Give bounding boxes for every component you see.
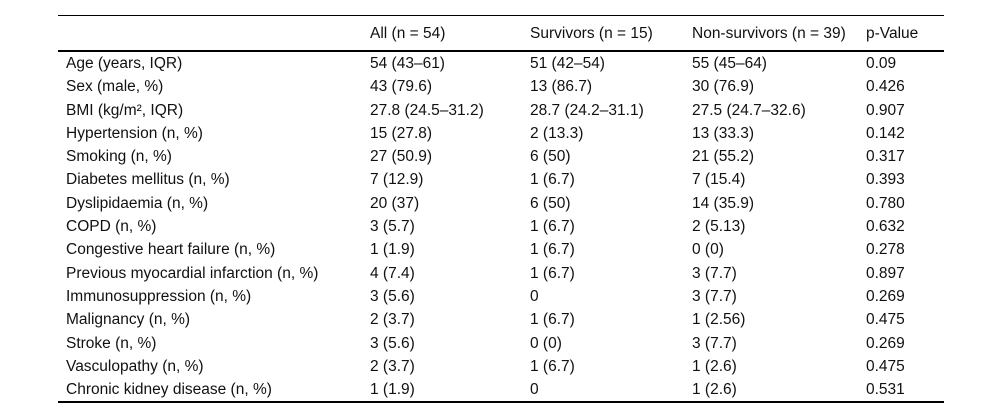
cell-value: 14 (35.9) (692, 194, 755, 212)
row-label: Hypertension (n, %) (66, 124, 203, 142)
cell-value: 0.531 (866, 381, 905, 399)
cell-value: 1 (2.6) (692, 381, 737, 399)
row-label: Stroke (n, %) (66, 334, 157, 352)
column-header-non-survivors: Non-survivors (n = 39) (692, 15, 866, 52)
cell-value: 1 (2.6) (692, 357, 737, 375)
column-header-all: All (n = 54) (370, 15, 530, 52)
cell-value: 0.475 (866, 357, 905, 375)
cell-value: 30 (76.9) (692, 78, 755, 96)
cell-value: 0.393 (866, 171, 905, 189)
column-header-characteristic (58, 15, 370, 52)
cell-value: 0.907 (866, 101, 905, 119)
row-label: Congestive heart failure (n, %) (66, 241, 276, 259)
cell-value: 1 (6.7) (530, 357, 575, 375)
cell-value: 13 (33.3) (692, 124, 755, 142)
cell-value: 6 (50) (530, 194, 571, 212)
row-label: COPD (n, %) (66, 218, 157, 236)
cell-value: 3 (7.7) (692, 334, 737, 352)
cell-value: 20 (37) (370, 194, 420, 212)
column-header-p-value: p-Value (866, 15, 944, 52)
table-row: Diabetes mellitus (n, %) 7 (12.9) 1 (6.7) 7… (58, 168, 944, 191)
cell-value: 1 (6.7) (530, 241, 575, 259)
cell-value: 1 (1.9) (370, 381, 415, 399)
cell-value: 0.317 (866, 148, 905, 166)
row-label: Age (years, IQR) (66, 55, 183, 72)
cell-value: 0.897 (866, 264, 905, 282)
cell-value: 3 (7.7) (692, 287, 737, 305)
row-label: Smoking (n, %) (66, 148, 172, 166)
cell-value: 1 (6.7) (530, 264, 575, 282)
table-row: Immunosuppression (n, %) 3 (5.6) 0 3 (7.7) 0… (58, 285, 944, 308)
cell-value: 1 (6.7) (530, 311, 575, 329)
cell-value: 3 (5.6) (370, 287, 415, 305)
cell-value: 0.426 (866, 78, 905, 96)
cell-value: 0.475 (866, 311, 905, 329)
row-label: Chronic kidney disease (n, %) (66, 381, 272, 399)
cell-value: 0.142 (866, 124, 905, 142)
row-label: Vasculopathy (n, %) (66, 357, 204, 375)
cell-value: 7 (12.9) (370, 171, 424, 189)
table-row: Stroke (n, %) 3 (5.6) 0 (0) 3 (7.7) 0.269 (58, 332, 944, 355)
row-label: Malignancy (n, %) (66, 311, 191, 329)
table-row: Vasculopathy (n, %) 2 (3.7) 1 (6.7) 1 (2.6)… (58, 355, 944, 378)
cell-value: 2 (3.7) (370, 311, 415, 329)
cell-value: 15 (27.8) (370, 124, 433, 142)
cell-value: 2 (3.7) (370, 357, 415, 375)
table-row: BMI (kg/m², IQR) 27.8 (24.5–31.2) 28.7 (24… (58, 99, 944, 122)
cell-value: 3 (7.7) (692, 264, 737, 282)
cell-value: 21 (55.2) (692, 148, 755, 166)
row-label: Sex (male, %) (66, 78, 164, 96)
cell-value: 27.8 (24.5–31.2) (370, 101, 484, 119)
cell-value: 3 (5.6) (370, 334, 415, 352)
cell-value: 1 (6.7) (530, 171, 575, 189)
table-row: Chronic kidney disease (n, %) 1 (1.9) 0 1 (… (58, 378, 944, 402)
cell-value: 55 (45–64) (692, 55, 767, 72)
cell-value: 27 (50.9) (370, 148, 433, 166)
cell-value: 7 (15.4) (692, 171, 746, 189)
cell-value: 0.780 (866, 194, 905, 212)
cell-value: 0.269 (866, 334, 905, 352)
cell-value: 4 (7.4) (370, 264, 415, 282)
cell-value: 13 (86.7) (530, 78, 593, 96)
cell-value: 3 (5.7) (370, 218, 415, 236)
row-label: BMI (kg/m², IQR) (66, 101, 184, 119)
cell-value: 2 (5.13) (692, 218, 746, 236)
cell-value: 0.09 (866, 55, 897, 72)
cell-value: 0.269 (866, 287, 905, 305)
row-label: Immunosuppression (n, %) (66, 287, 252, 305)
table-row: Hypertension (n, %) 15 (27.8) 2 (13.3) 13 (… (58, 122, 944, 145)
cell-value: 0 (530, 381, 539, 399)
table-row: Sex (male, %) 43 (79.6) 13 (86.7) 30 (76.9)… (58, 75, 944, 98)
cell-value: 1 (6.7) (530, 218, 575, 236)
cell-value: 51 (42–54) (530, 55, 605, 72)
cell-value: 27.5 (24.7–32.6) (692, 101, 806, 119)
cell-value: 54 (43–61) (370, 55, 445, 72)
table-row: Malignancy (n, %) 2 (3.7) 1 (6.7) 1 (2.56) 0… (58, 308, 944, 331)
cell-value: 1 (2.56) (692, 311, 746, 329)
table-row: Dyslipidaemia (n, %) 20 (37) 6 (50) 14 (35.… (58, 192, 944, 215)
cell-value: 1 (1.9) (370, 241, 415, 259)
cell-value: 2 (13.3) (530, 124, 584, 142)
cell-value: 28.7 (24.2–31.1) (530, 101, 644, 119)
cell-value: 0 (0) (530, 334, 562, 352)
table-row: COPD (n, %) 3 (5.7) 1 (6.7) 2 (5.13) 0.632 (58, 215, 944, 238)
table-row: Previous myocardial infarction (n, %) 4 (… (58, 262, 944, 285)
header-row: All (n = 54) Survivors (n = 15) Non-surv… (58, 15, 944, 52)
row-label: Diabetes mellitus (n, %) (66, 171, 230, 189)
cell-value: 6 (50) (530, 148, 571, 166)
table-row: Smoking (n, %) 27 (50.9) 6 (50) 21 (55.2) 0.… (58, 145, 944, 168)
baseline-characteristics-table: All (n = 54) Survivors (n = 15) Non-surv… (58, 15, 944, 404)
row-label: Dyslipidaemia (n, %) (66, 194, 209, 212)
cell-value: 0.278 (866, 241, 905, 259)
table-row: Congestive heart failure (n, %) 1 (1.9) 1 … (58, 238, 944, 261)
table-row: Age (years, IQR) 54 (43–61) 51 (42–54) 55 (… (58, 51, 944, 75)
cell-value: 0 (0) (692, 241, 724, 259)
cell-value: 43 (79.6) (370, 78, 433, 96)
row-label: Previous myocardial infarction (n, %) (66, 264, 319, 282)
cell-value: 0 (530, 287, 539, 305)
cell-value: 0.632 (866, 218, 905, 236)
table-body: Age (years, IQR) 54 (43–61) 51 (42–54) 55 (… (58, 51, 944, 402)
column-header-survivors: Survivors (n = 15) (530, 15, 692, 52)
